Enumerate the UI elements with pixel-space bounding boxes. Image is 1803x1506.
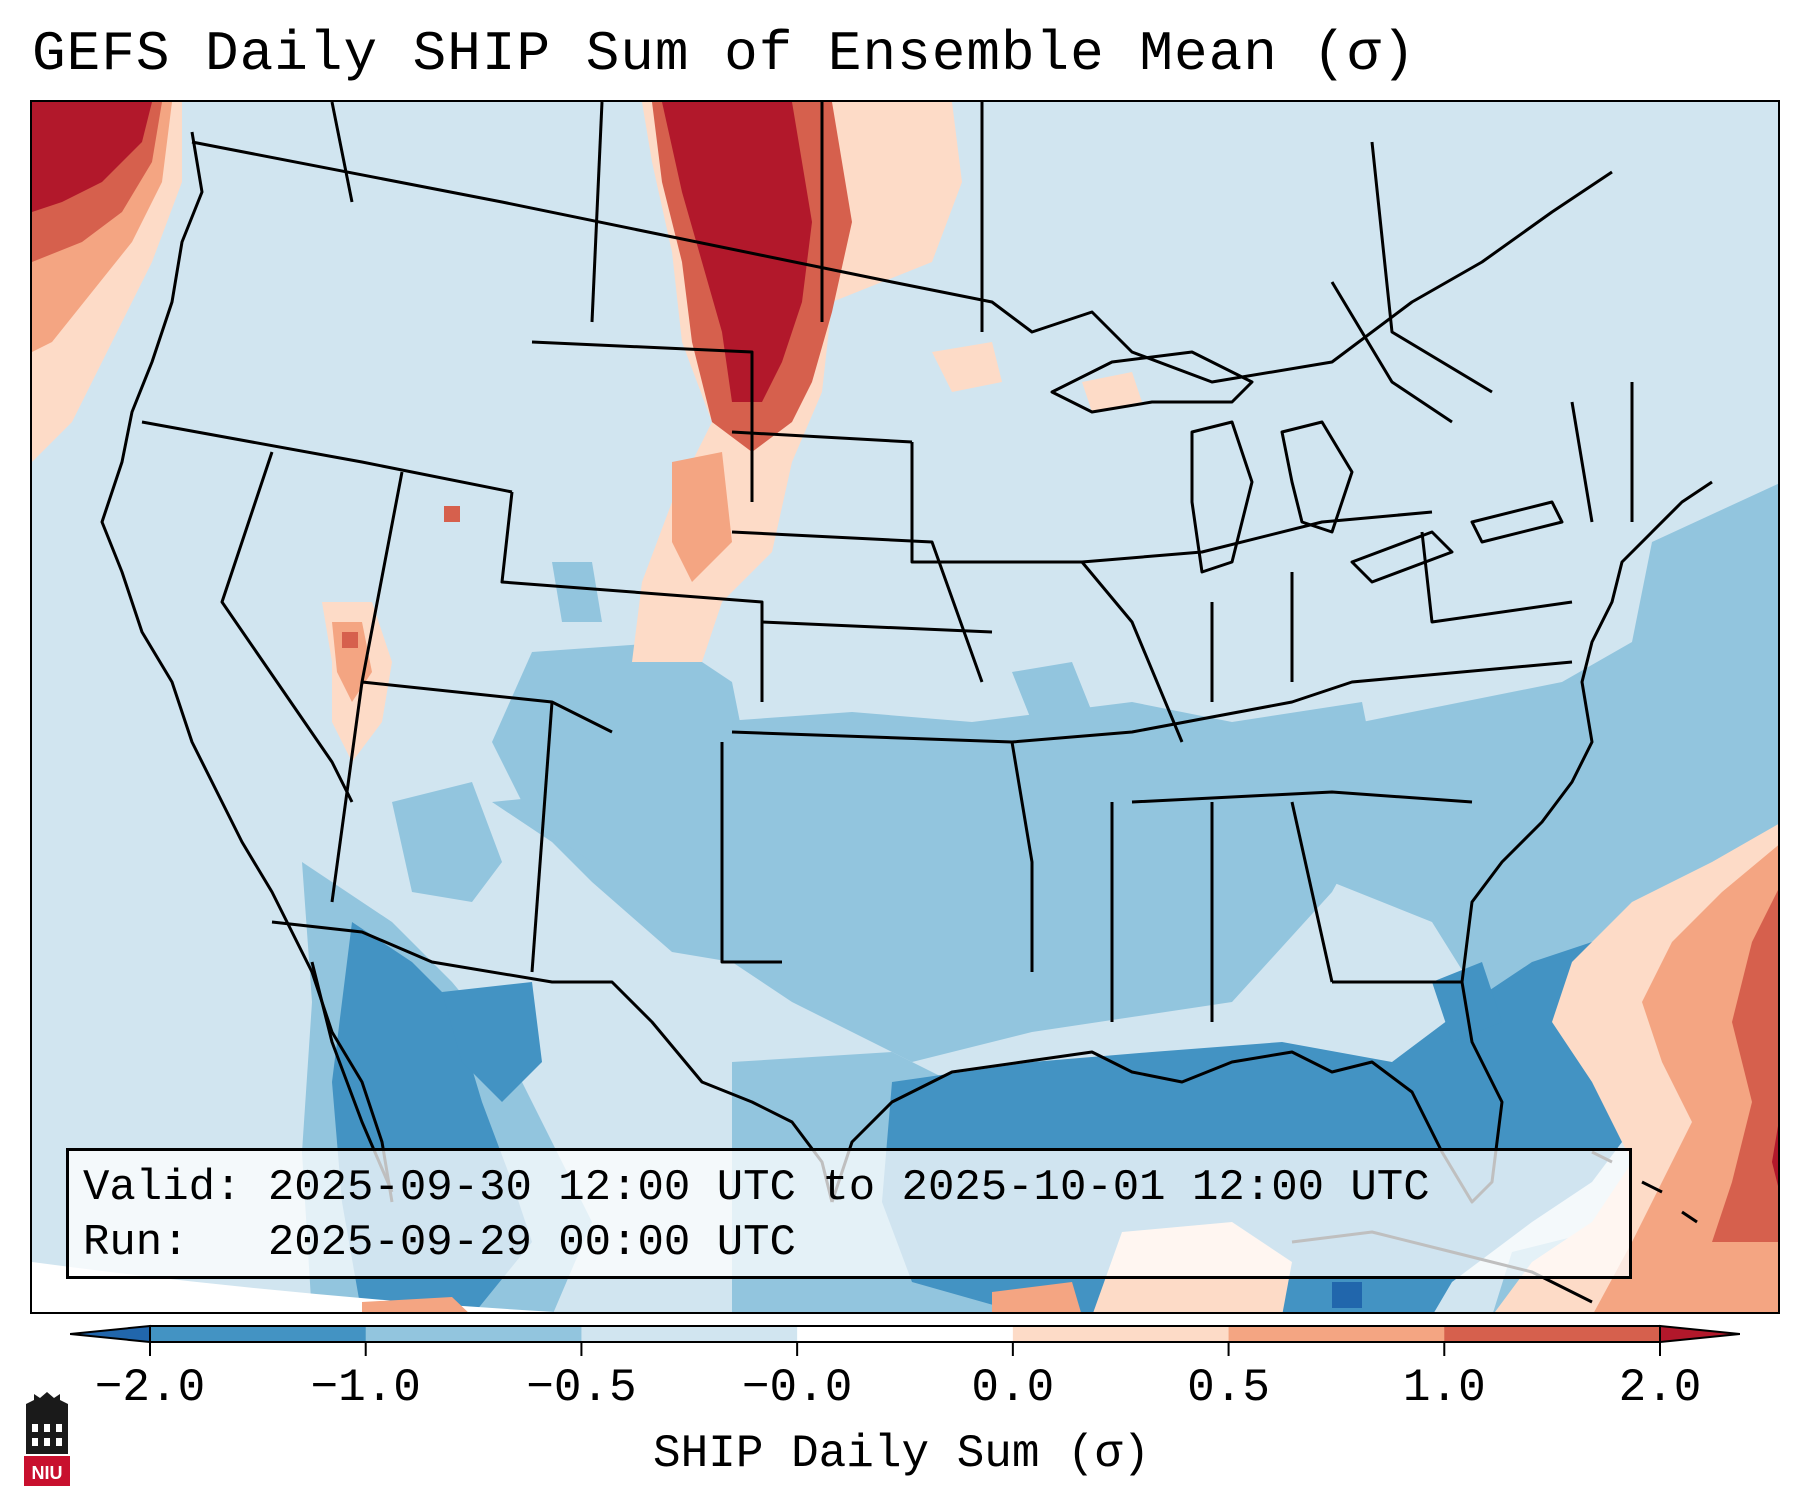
colorbar-segment — [150, 1326, 367, 1342]
colorbar-extend-low — [70, 1324, 151, 1344]
colorbar — [70, 1324, 1740, 1356]
colorbar-segment — [1228, 1326, 1445, 1342]
map-canvas — [32, 102, 1778, 1312]
colorbar-tick-label: 2.0 — [1618, 1362, 1702, 1414]
validity-info-box: Valid: 2025-09-30 12:00 UTC to 2025-10-0… — [66, 1148, 1632, 1279]
colorbar-tick-label: −0.5 — [526, 1362, 637, 1414]
colorbar-label: SHIP Daily Sum (σ) — [653, 1428, 1150, 1480]
colorbar-segment — [1444, 1326, 1661, 1342]
colorbar-tick-label: 0.0 — [971, 1362, 1055, 1414]
colorbar-ticks — [149, 1342, 1661, 1356]
colorbar-tick-label: 1.0 — [1402, 1362, 1486, 1414]
map-edge-corner — [32, 1262, 556, 1312]
colorbar-segment — [797, 1326, 1014, 1342]
field-positive-plains — [632, 102, 1142, 662]
colorbar-outline — [149, 1325, 1661, 1343]
field-negative-extreme — [1332, 1282, 1362, 1308]
niu-logo-text: NIU — [32, 1463, 63, 1483]
colorbar-extend-high — [1659, 1324, 1740, 1344]
field-positive-pacific — [32, 102, 182, 462]
colorbar-tick-label: −2.0 — [94, 1362, 206, 1414]
ship-anomaly-map — [30, 100, 1780, 1314]
niu-logo-icon: NIU — [24, 1392, 70, 1486]
field-positive-nevada — [322, 506, 460, 762]
colorbar-segment — [365, 1326, 582, 1342]
colorbar-tick-label: 0.5 — [1187, 1362, 1270, 1414]
map-title: GEFS Daily SHIP Sum of Ensemble Mean (σ) — [32, 22, 1417, 86]
colorbar-segments — [70, 1324, 1740, 1344]
colorbar-tick-label: −1.0 — [310, 1362, 421, 1414]
valid-time-text: Valid: 2025-09-30 12:00 UTC to 2025-10-0… — [83, 1163, 1430, 1213]
colorbar-segment — [1012, 1326, 1230, 1342]
run-time-text: Run: 2025-09-29 00:00 UTC — [83, 1218, 796, 1268]
colorbar-tick-label: −0.0 — [741, 1362, 853, 1414]
colorbar-segment — [581, 1326, 798, 1342]
